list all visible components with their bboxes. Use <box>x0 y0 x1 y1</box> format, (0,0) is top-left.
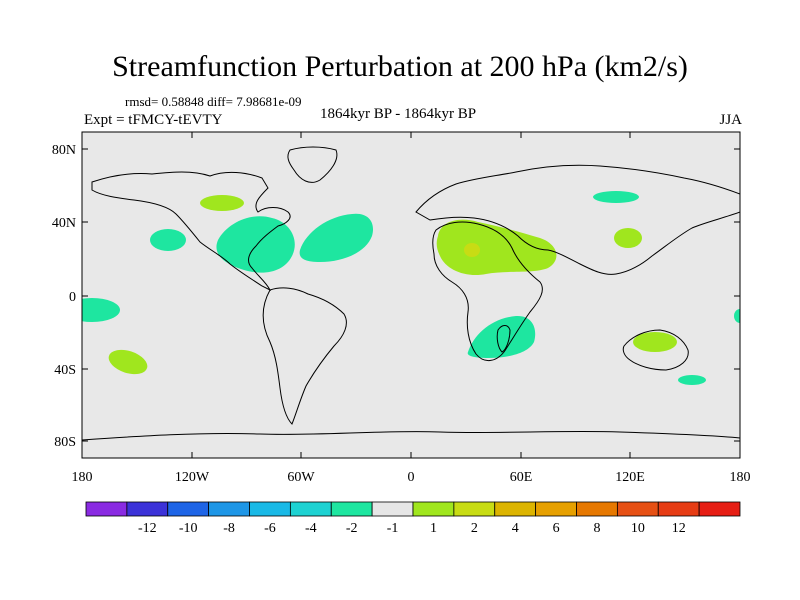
lon-label: 180 <box>72 470 93 485</box>
anomaly-region <box>633 332 677 352</box>
south-america-coast <box>262 287 347 425</box>
anomaly-region <box>734 309 740 323</box>
season-label: JJA <box>719 112 742 128</box>
antarctica-coast <box>82 430 740 441</box>
period-label: 1864kyr BP - 1864kyr BP <box>320 106 477 122</box>
colorbar-swatch <box>126 501 169 517</box>
colorbar-swatch <box>453 501 496 517</box>
stats-text: rmsd= 0.58848 diff= 7.98681e-09 <box>125 94 302 109</box>
colorbar-swatch <box>616 501 659 517</box>
plot-title: Streamfunction Perturbation at 200 hPa (… <box>112 50 688 83</box>
africa-coast <box>432 221 543 361</box>
colorbar-label: 4 <box>512 521 519 536</box>
colorbar-label: 6 <box>553 521 560 536</box>
latitude-axis: 80N 40N 0 40S 80S <box>52 143 740 450</box>
north-america-coast <box>91 171 291 292</box>
colorbar-swatch <box>494 501 537 517</box>
anomaly-region <box>464 243 480 257</box>
lon-label: 60W <box>287 470 315 485</box>
anomaly-region <box>299 213 374 262</box>
colorbar-label: -4 <box>305 521 317 536</box>
lat-label: 80S <box>54 435 76 450</box>
colorbar-swatch <box>85 501 128 517</box>
colorbar-swatch <box>698 501 741 517</box>
colorbar-label: 10 <box>631 521 645 536</box>
colorbar-swatch <box>289 501 332 517</box>
colorbar-swatch <box>330 501 373 517</box>
colorbar-label: -6 <box>264 521 276 536</box>
colorbar-swatch <box>576 501 618 517</box>
anomaly-region <box>678 375 706 385</box>
lon-label: 120E <box>615 470 645 485</box>
lon-label: 180 <box>730 470 751 485</box>
anomaly-region <box>467 315 536 358</box>
colorbar-label: -10 <box>179 521 198 536</box>
colorbar-swatch <box>167 501 210 517</box>
lon-label: 0 <box>408 470 415 485</box>
lat-label: 40N <box>52 216 76 231</box>
anomaly-region <box>593 191 639 203</box>
colorbar-label: -2 <box>346 521 358 536</box>
colorbar-label: 2 <box>471 521 478 536</box>
colorbar-label: -8 <box>223 521 235 536</box>
anomaly-region <box>108 349 148 375</box>
colorbar-label: 8 <box>593 521 600 536</box>
lon-label: 120W <box>175 470 210 485</box>
colorbar-swatch <box>208 501 250 517</box>
colorbar-swatch <box>412 501 455 517</box>
experiment-label: Expt = tFMCY-tEVTY <box>84 112 223 128</box>
anomaly-region <box>82 298 120 322</box>
anomaly-region <box>150 229 186 251</box>
colorbar: -12 -10 -8 -6 -4 -2 -1 1 2 4 6 8 10 12 <box>85 501 741 536</box>
lat-label: 0 <box>69 290 76 305</box>
colorbar-swatch <box>249 501 291 517</box>
colorbar-label: 12 <box>672 521 686 536</box>
lat-label: 80N <box>52 143 76 158</box>
colorbar-label: -12 <box>138 521 157 536</box>
colorbar-label: 1 <box>430 521 437 536</box>
anomaly-region <box>200 195 244 211</box>
longitude-axis: 180 120W 60W 0 60E 120E 180 <box>72 132 751 485</box>
colorbar-label: -1 <box>387 521 399 536</box>
map-background <box>82 132 740 458</box>
colorbar-swatch <box>535 501 577 517</box>
lon-label: 60E <box>510 470 533 485</box>
lat-label: 40S <box>54 363 76 378</box>
madagascar-coast <box>496 325 511 353</box>
coastlines <box>82 146 740 441</box>
colorbar-swatch <box>657 501 700 517</box>
australia-coast <box>622 329 689 371</box>
anomaly-region <box>436 219 557 276</box>
anomaly-region <box>216 216 295 273</box>
anomaly-fill-layer <box>82 191 740 385</box>
colorbar-swatch <box>371 501 414 517</box>
greenland-coast <box>287 146 338 183</box>
anomaly-region <box>614 228 642 248</box>
eurasia-coast <box>415 164 740 275</box>
